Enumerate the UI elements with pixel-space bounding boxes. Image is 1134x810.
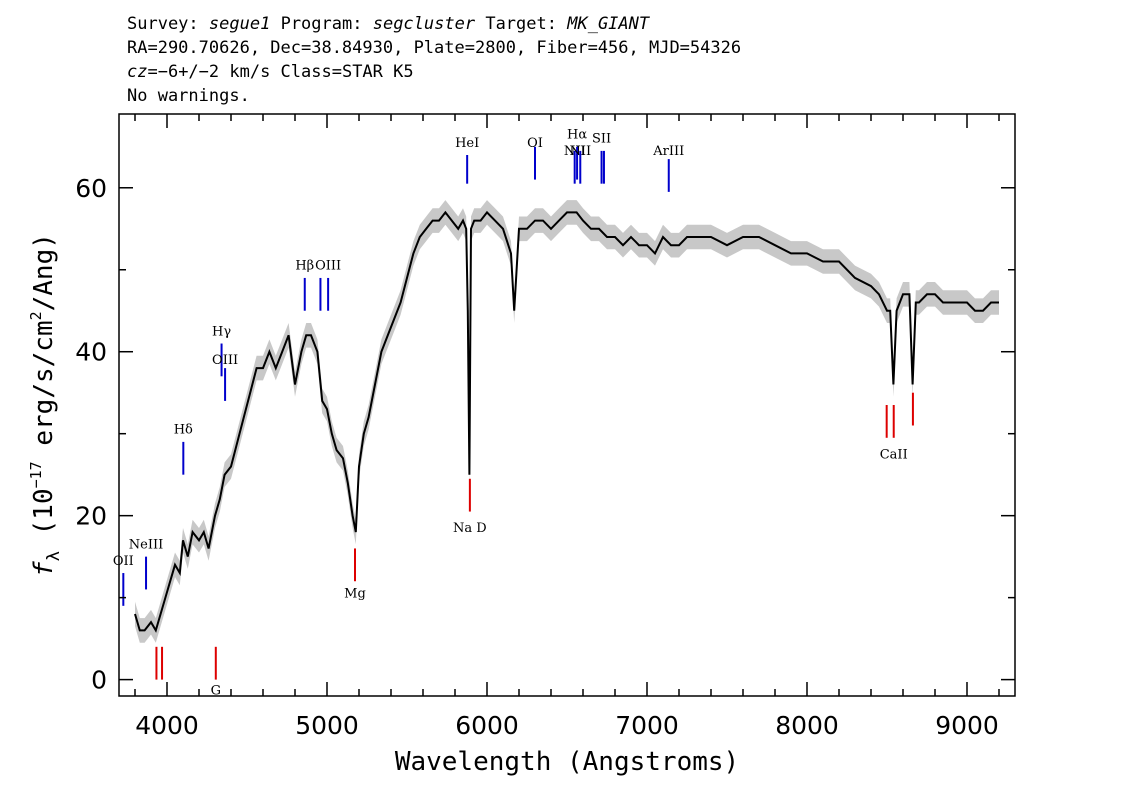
- header-line-3: cz=−6+/−2 km/s Class=STAR K5: [127, 62, 414, 82]
- target-value: MK_GIANT: [567, 14, 650, 34]
- emission-line-label: OIII: [212, 353, 238, 368]
- absorption-line-label: G: [211, 683, 221, 698]
- x-tick-label: 4000: [135, 711, 199, 740]
- emission-line-label: NII: [569, 144, 591, 159]
- emission-line-label: OIII: [315, 259, 341, 274]
- emission-line-label: Hδ: [174, 423, 193, 438]
- survey-value: segue1: [208, 14, 271, 34]
- axis-ticks: 4000 5000 6000 7000 8000 9000 0 20 40 60: [75, 114, 1015, 740]
- emission-line-label: NeIII: [129, 537, 163, 552]
- emission-line-label: OII: [113, 554, 134, 569]
- x-tick-label: 6000: [455, 711, 519, 740]
- emission-line-label: ArIII: [652, 144, 684, 159]
- spectrum-header: Survey: segue1 Program: segcluster Targe…: [127, 12, 741, 108]
- x-tick-label: 9000: [935, 711, 999, 740]
- emission-line-label: Hβ: [295, 259, 314, 274]
- program-value: segcluster: [372, 14, 476, 34]
- flux-series: [134, 210, 999, 633]
- flux-line-0: [134, 210, 999, 633]
- y-tick-label: 60: [75, 174, 107, 203]
- error-band-0: [135, 200, 999, 643]
- absorption-line-label: CaII: [880, 447, 908, 462]
- header-line-4: No warnings.: [127, 86, 250, 106]
- emission-line-label: Hα: [567, 128, 587, 143]
- y-tick-label: 0: [91, 666, 107, 695]
- y-axis-label: fλ (10−17 erg/s/cm2/Ang): [27, 233, 64, 577]
- absorption-line-label: Mg: [344, 587, 366, 602]
- x-tick-label: 5000: [295, 711, 359, 740]
- emission-line-label: SII: [592, 132, 611, 147]
- plot-frame: [118, 113, 1016, 697]
- emission-line-label: HeI: [455, 136, 479, 151]
- y-tick-label: 40: [75, 338, 107, 367]
- x-tick-label: 8000: [775, 711, 839, 740]
- header-line-1: Survey: segue1 Program: segcluster Targe…: [127, 14, 650, 34]
- emission-line-label: Hγ: [212, 324, 231, 339]
- error-band: [135, 200, 999, 643]
- emission-line-label: OI: [527, 136, 543, 151]
- y-tick-label: 20: [75, 502, 107, 531]
- header-line-2: RA=290.70626, Dec=38.84930, Plate=2800, …: [127, 38, 742, 58]
- x-axis-label: Wavelength (Angstroms): [395, 747, 739, 777]
- x-tick-label: 7000: [615, 711, 679, 740]
- absorption-line-label: Na D: [453, 521, 487, 536]
